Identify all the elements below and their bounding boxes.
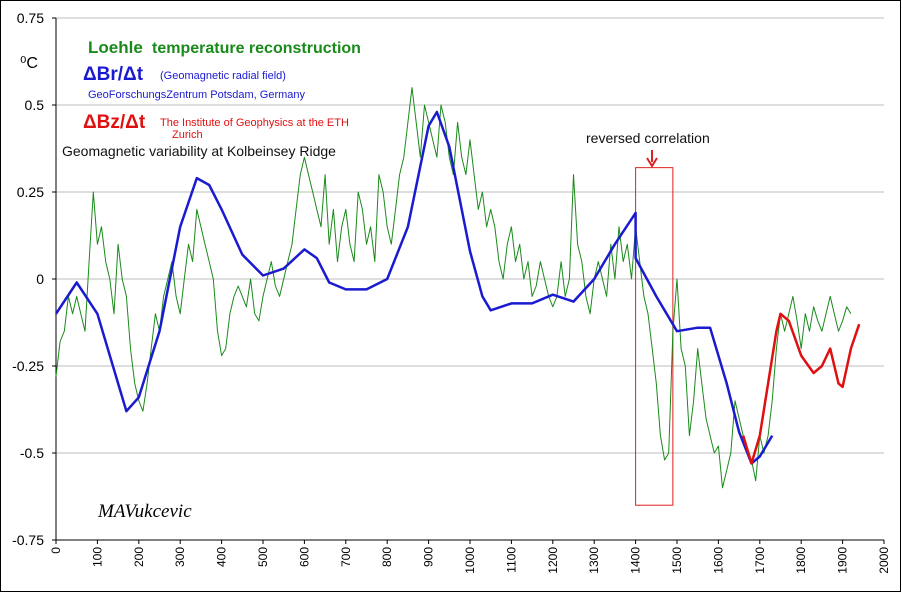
x-tick-label: 200 [132, 547, 146, 567]
x-tick-label: 1700 [753, 547, 767, 574]
series-line [742, 312, 861, 465]
x-tick-label: 1800 [794, 547, 808, 574]
y-tick-label: -0.75 [12, 532, 44, 548]
legend-note: Geomagnetic variability at Kolbeinsey Ri… [62, 143, 336, 159]
y-tick-label: 0.5 [25, 97, 45, 113]
x-tick-label: 1200 [546, 547, 560, 574]
x-tick-label: 600 [297, 547, 311, 567]
x-tick-label: 400 [215, 547, 229, 567]
grid: 0.75 0.5 0.25 0 -0.25 -0.5 -0.75 0 100 200 300 400 5… [12, 10, 891, 574]
legend-note: (Geomagnetic radial field) [160, 70, 286, 82]
x-tick-label: 1300 [587, 547, 601, 574]
x-tick-label: 900 [422, 547, 436, 567]
series-line [55, 87, 852, 489]
unit-label: ⁰C [20, 55, 38, 72]
x-tick-label: 1100 [504, 547, 518, 573]
x-tick-label: 2000 [877, 547, 891, 574]
legend-note: Zurich [172, 129, 203, 141]
y-tick-label: 0 [36, 271, 44, 287]
legend-note: GeoForschungsZentrum Potsdam, Germany [88, 89, 306, 101]
x-tick-label: 1900 [836, 547, 850, 574]
x-tick-label: 700 [339, 547, 353, 567]
legend-name: Loehle [88, 38, 143, 57]
annotation: reversed correlation [586, 130, 710, 146]
x-tick-label: 800 [380, 547, 394, 567]
x-tick-label: 300 [173, 547, 187, 567]
x-tick-label: 100 [90, 547, 104, 567]
plot [54, 87, 861, 506]
x-tick-label: 500 [256, 547, 270, 567]
annotation-arrow [646, 150, 658, 168]
y-tick-label: 0.25 [17, 184, 44, 200]
y-tick-label: -0.25 [12, 358, 44, 374]
x-tick-label: 0 [49, 547, 63, 554]
legend-note: The Institute of Geophysics at the ETH [160, 117, 349, 129]
x-tick-label: 1400 [629, 547, 643, 574]
y-tick-label: -0.5 [20, 445, 44, 461]
x-tick-label: 1000 [463, 547, 477, 574]
legend-name: ΔBr/Δt [83, 64, 144, 85]
y-tick-label: 0.75 [17, 10, 44, 26]
x-tick-label: 1600 [711, 547, 725, 574]
legend-name: ΔBz/Δt [83, 112, 146, 133]
x-tick-label: 1500 [670, 547, 684, 574]
signature: MAVukcevic [97, 501, 192, 522]
legend-note: temperature reconstruction [152, 40, 361, 57]
series-line [54, 110, 774, 465]
